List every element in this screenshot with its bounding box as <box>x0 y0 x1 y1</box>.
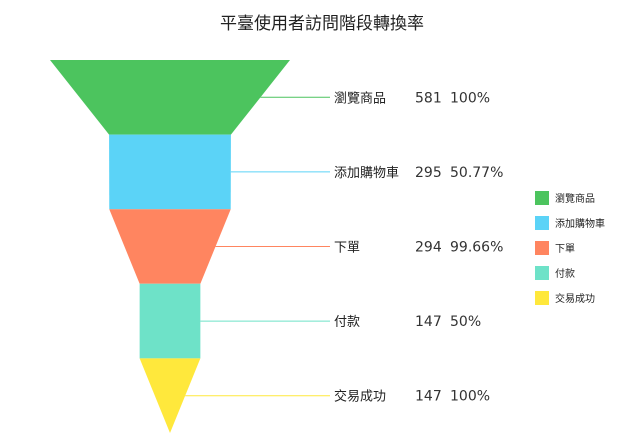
chart-title: 平臺使用者訪問階段轉換率 <box>220 13 424 34</box>
legend-swatch <box>535 266 549 280</box>
legend-item: 添加購物車 <box>555 217 605 230</box>
category-label: 下單 <box>334 241 360 256</box>
legend-item: 交易成功 <box>555 292 595 305</box>
funnel-segment <box>109 134 231 210</box>
rate-label: 50.77% <box>450 165 503 181</box>
legend-swatch <box>535 241 549 255</box>
rate-label: 50% <box>450 314 481 330</box>
category-label: 瀏覽商品 <box>334 91 386 106</box>
legend-swatch <box>535 191 549 205</box>
category-label: 添加購物車 <box>334 166 399 181</box>
value-label: 294 <box>415 240 442 256</box>
legend-swatch <box>535 216 549 230</box>
category-label: 付款 <box>334 315 360 330</box>
category-label: 交易成功 <box>334 389 386 405</box>
funnel-segment <box>109 209 231 284</box>
rate-label: 100% <box>450 90 490 106</box>
legend-item: 付款 <box>555 267 575 280</box>
rate-label: 100% <box>450 389 490 405</box>
legend-swatch <box>535 291 549 305</box>
value-label: 295 <box>415 165 442 181</box>
value-label: 581 <box>415 90 442 106</box>
value-label: 147 <box>415 389 442 405</box>
rate-label: 99.66% <box>450 240 503 256</box>
legend-item: 下單 <box>555 243 575 255</box>
value-label: 147 <box>415 314 442 330</box>
legend-item: 瀏覽商品 <box>555 192 595 205</box>
funnel-segment <box>50 60 290 135</box>
funnel-segment <box>139 283 201 359</box>
funnel-segment <box>139 358 201 433</box>
